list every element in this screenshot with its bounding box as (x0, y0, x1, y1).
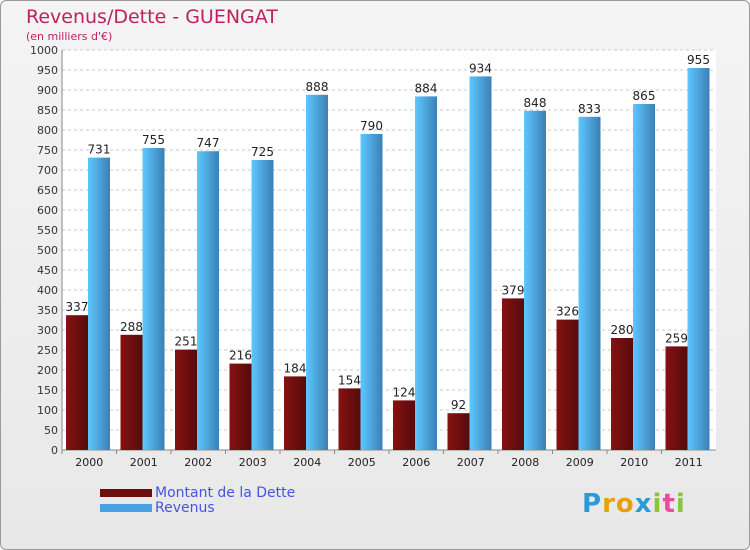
data-label: 955 (687, 53, 710, 67)
y-tick-label: 150 (37, 384, 58, 397)
y-tick-label: 650 (37, 184, 58, 197)
logo-letter: r (602, 489, 616, 519)
data-label: 184 (284, 361, 307, 375)
data-label: 288 (120, 320, 143, 334)
bar-revenus (469, 76, 492, 451)
bar-revenus (415, 96, 437, 451)
y-tick-label: 600 (37, 204, 58, 217)
legend-swatch-dette (100, 489, 152, 497)
proxiti-logo: Proxiti (582, 489, 686, 519)
x-tick-label: 2010 (620, 456, 648, 469)
bar-revenus (142, 148, 165, 450)
y-tick-label: 0 (51, 444, 58, 457)
data-label: 934 (469, 61, 492, 75)
logo-letter: o (615, 489, 635, 519)
y-tick-label: 1000 (30, 44, 58, 57)
y-tick-label: 250 (37, 344, 58, 357)
bar-dette (120, 334, 143, 450)
legend-label-dette: Montant de la Dette (155, 485, 296, 501)
y-tick-label: 900 (37, 84, 58, 97)
data-label: 251 (175, 335, 198, 349)
bar-revenus (88, 157, 110, 450)
legend-swatch-revenus (100, 504, 152, 512)
legend-label-revenus: Revenus (155, 500, 215, 516)
x-tick-label: 2007 (457, 456, 485, 469)
bar-revenus (197, 151, 219, 450)
y-tick-label: 850 (37, 104, 58, 117)
x-tick-label: 2003 (239, 456, 267, 469)
data-label: 154 (338, 373, 361, 387)
y-tick-label: 400 (37, 284, 58, 297)
logo-letter: i (652, 489, 663, 519)
y-tick-label: 50 (44, 424, 58, 437)
data-label: 92 (451, 398, 466, 412)
chart-title: Revenus/Dette - GUENGAT (26, 6, 278, 28)
bar-dette (393, 400, 415, 450)
y-tick-label: 100 (37, 404, 58, 417)
data-label: 216 (229, 349, 252, 363)
data-label: 337 (66, 300, 89, 314)
data-label: 379 (502, 283, 525, 297)
data-label: 326 (556, 305, 579, 319)
x-tick-label: 2002 (184, 456, 212, 469)
x-tick-label: 2001 (130, 456, 158, 469)
y-tick-label: 750 (37, 144, 58, 157)
data-label: 755 (142, 133, 165, 147)
data-label: 259 (665, 331, 688, 345)
bar-revenus (687, 68, 710, 450)
chart-subtitle: (en milliers d'€) (26, 30, 113, 43)
y-tick-label: 300 (37, 324, 58, 337)
bar-revenus (360, 134, 383, 450)
bar-dette (611, 338, 633, 450)
data-label: 747 (197, 136, 220, 150)
data-label: 848 (524, 96, 547, 110)
bar-dette (284, 376, 306, 450)
data-label: 124 (393, 385, 416, 399)
bar-dette (502, 298, 524, 450)
data-label: 790 (360, 119, 383, 133)
logo-letter: x (634, 489, 653, 519)
bar-revenus (524, 110, 546, 451)
y-tick-label: 700 (37, 164, 58, 177)
data-label: 865 (633, 89, 656, 103)
x-tick-label: 2011 (675, 456, 703, 469)
y-tick-label: 200 (37, 364, 58, 377)
x-tick-label: 2000 (75, 456, 103, 469)
bar-revenus (633, 104, 655, 450)
logo-letter: i (675, 489, 686, 519)
x-tick-label: 2004 (293, 456, 321, 469)
y-tick-label: 550 (37, 224, 58, 237)
data-label: 833 (578, 102, 601, 116)
bar-dette (447, 413, 470, 450)
x-tick-label: 2005 (348, 456, 376, 469)
data-label: 280 (611, 323, 634, 337)
y-tick-label: 950 (37, 64, 58, 77)
bar-revenus (578, 116, 601, 451)
logo-letter: P (582, 489, 603, 519)
logo-letter: t (662, 489, 676, 519)
bar-dette (66, 315, 88, 450)
x-tick-label: 2006 (402, 456, 430, 469)
bar-dette (338, 388, 361, 450)
data-label: 884 (415, 81, 438, 95)
data-label: 725 (251, 145, 274, 159)
y-tick-label: 450 (37, 264, 58, 277)
x-tick-label: 2009 (566, 456, 594, 469)
y-tick-label: 500 (37, 244, 58, 257)
data-label: 888 (306, 80, 329, 94)
y-tick-label: 800 (37, 124, 58, 137)
bar-dette (175, 349, 197, 450)
x-tick-label: 2008 (511, 456, 539, 469)
bar-revenus (306, 94, 328, 451)
bar-revenus (251, 160, 274, 450)
y-tick-label: 350 (37, 304, 58, 317)
bar-dette (665, 346, 688, 450)
data-label: 731 (88, 143, 111, 157)
bar-dette (556, 319, 579, 450)
bar-dette (229, 363, 252, 450)
